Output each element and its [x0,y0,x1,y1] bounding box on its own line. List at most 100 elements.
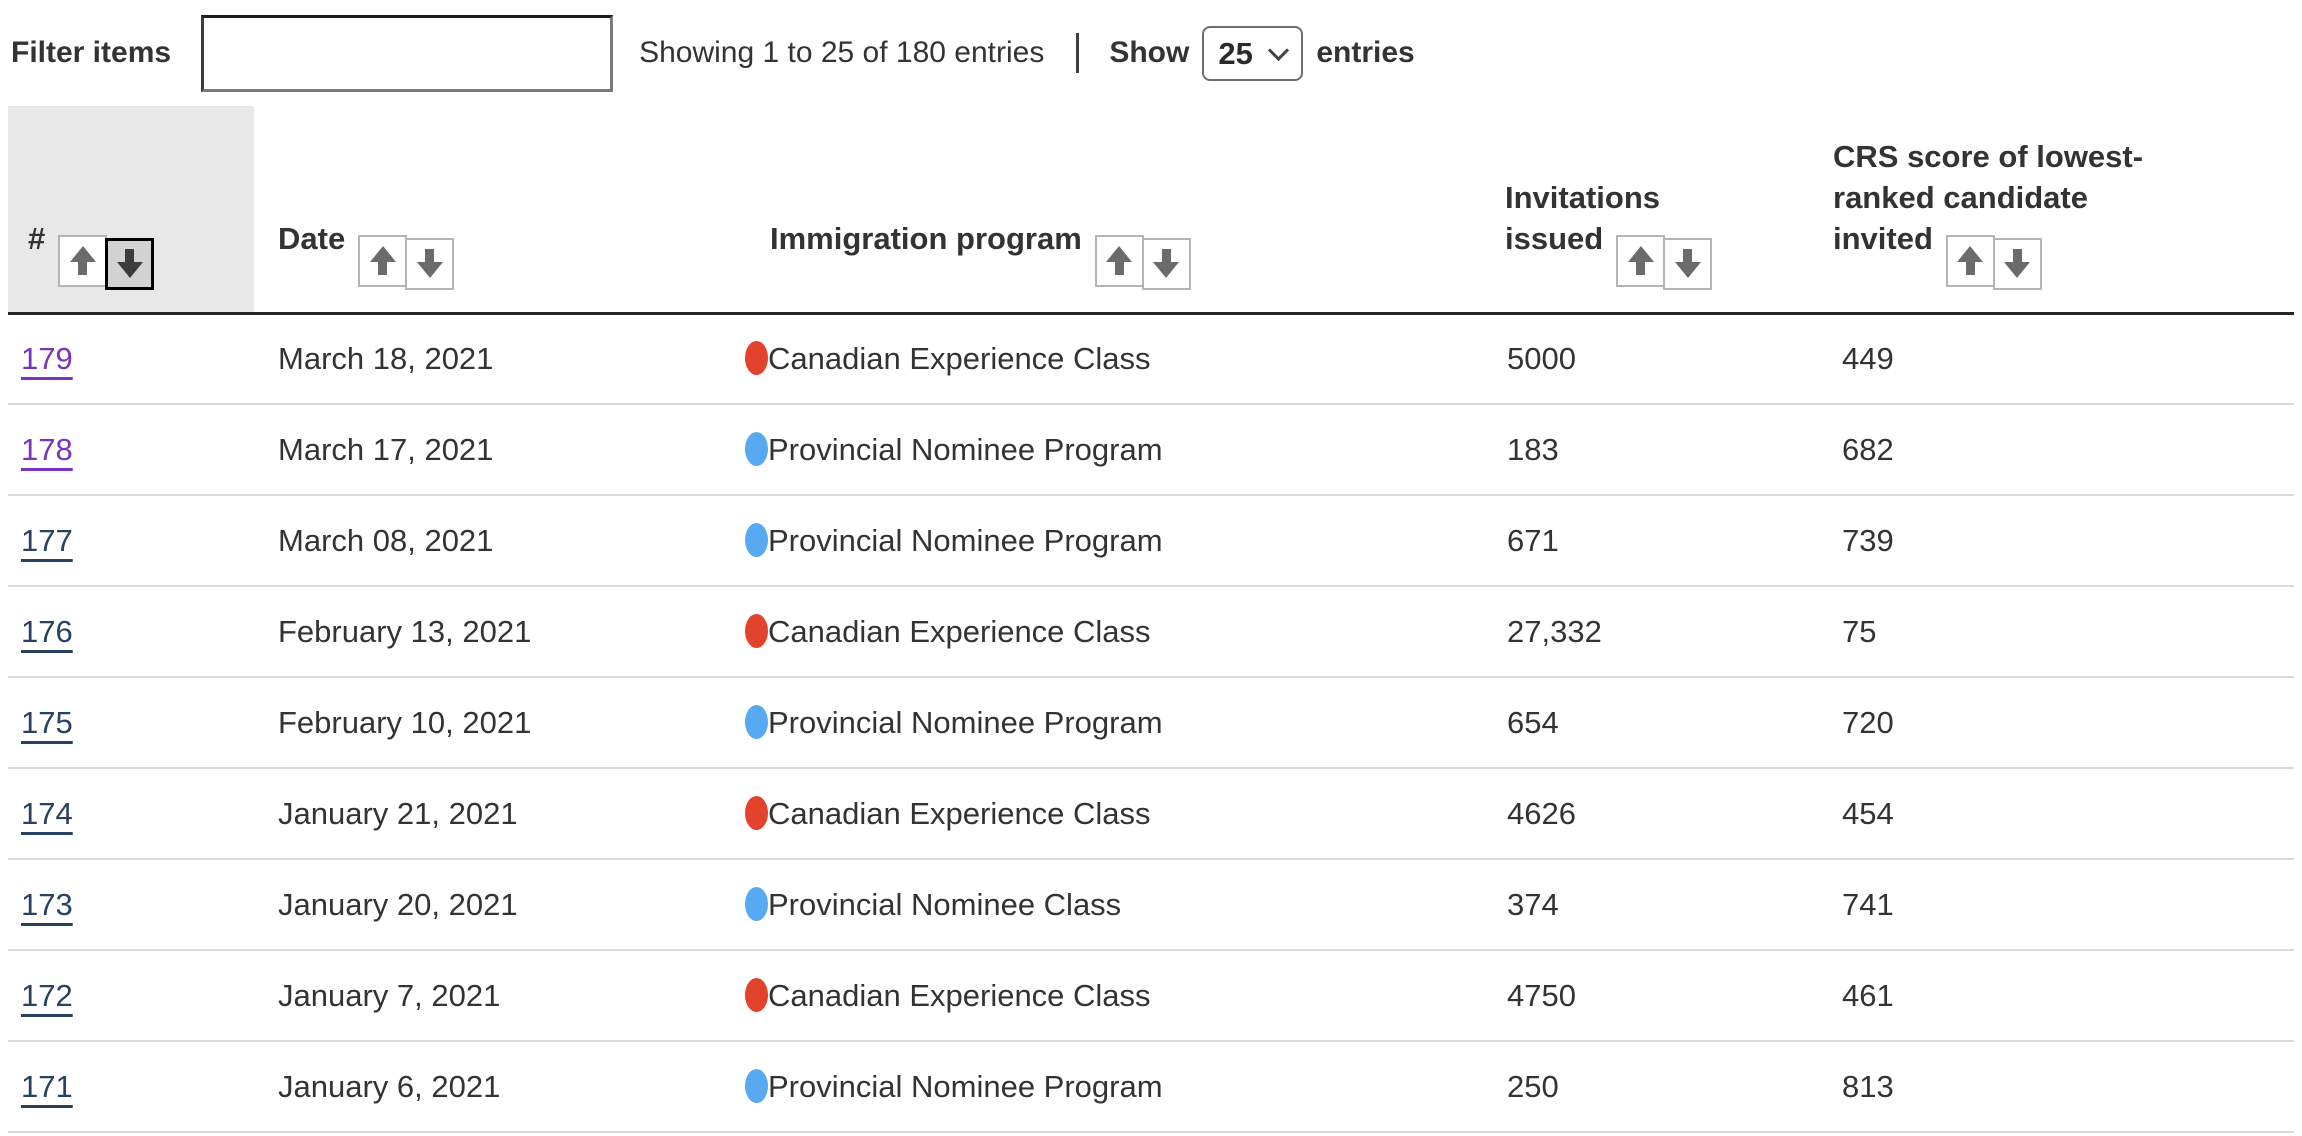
round-number-link[interactable]: 177 [21,522,73,558]
program-color-dot-icon [745,1068,768,1103]
down-arrow-icon [1153,249,1180,278]
round-number-link[interactable]: 175 [21,704,73,740]
date-cell: March 18, 2021 [254,313,726,405]
date-cell: March 17, 2021 [254,404,726,496]
page-size-select[interactable]: 25 [1202,25,1304,81]
column-header-date: Date [254,106,726,315]
round-number-cell: 177 [8,495,254,587]
round-number-link[interactable]: 176 [21,613,73,649]
program-cell: Canadian Experience Class [726,768,1485,860]
sort-desc-button[interactable] [1992,237,2042,290]
invitations-issued-cell: 4750 [1485,950,1823,1042]
invitations-issued-cell: 654 [1485,677,1823,769]
date-cell: February 13, 2021 [254,586,726,678]
sort-buttons [58,221,155,290]
toolbar-divider [1076,33,1080,73]
sort-buttons [1094,221,1191,290]
round-number-cell: 179 [8,313,254,405]
program-name: Provincial Nominee Program [768,1068,1163,1104]
table-toolbar: Filter items Showing 1 to 25 of 180 entr… [0,0,2302,106]
down-arrow-icon [416,249,443,278]
program-color-dot-icon [745,341,768,376]
crs-score-cell: 741 [1823,859,2294,951]
sort-buttons [1616,221,1713,290]
invitations-issued-cell: 27,332 [1485,586,1823,678]
sort-desc-button[interactable] [1663,237,1713,290]
round-number-link[interactable]: 172 [21,977,73,1013]
program-color-dot-icon [745,704,768,739]
round-number-link[interactable]: 174 [21,795,73,831]
round-number-cell: 172 [8,950,254,1042]
program-cell: Canadian Experience Class [726,313,1485,405]
table-body: 179 March 18, 2021 Canadian Experience Cla… [8,313,2294,1133]
sort-asc-button[interactable] [1094,234,1144,287]
program-name: Canadian Experience Class [768,977,1151,1013]
table-row: 176 February 13, 2021 Canadian Experience … [8,586,2294,678]
table-row: 174 January 21, 2021 Canadian Experience C… [8,768,2294,860]
invitations-issued-cell: 183 [1485,404,1823,496]
program-cell: Provincial Nominee Program [726,495,1485,587]
up-arrow-icon [1627,246,1654,275]
column-header-number: # [8,106,254,315]
sort-desc-button[interactable] [1141,237,1191,290]
filter-input[interactable] [201,14,614,92]
up-arrow-icon [1957,246,1984,275]
invitations-issued-cell: 250 [1485,1041,1823,1133]
column-label: invited [1833,221,1933,256]
program-cell: Canadian Experience Class [726,950,1485,1042]
down-arrow-icon [1674,249,1701,278]
table-row: 171 January 6, 2021 Provincial Nominee Pro… [8,1041,2294,1133]
crs-score-cell: 682 [1823,404,2294,496]
table-row: 172 January 7, 2021 Canadian Experience Cl… [8,950,2294,1042]
crs-score-cell: 461 [1823,950,2294,1042]
page-size-select-wrap: 25 [1202,25,1304,81]
table-row: 179 March 18, 2021 Canadian Experience Cla… [8,313,2294,405]
column-header-immigration-program: Immigration program [726,106,1485,315]
program-cell: Provincial Nominee Program [726,677,1485,769]
crs-score-cell: 813 [1823,1041,2294,1133]
sort-asc-button[interactable] [358,234,408,287]
sort-buttons [358,221,455,290]
invitations-issued-cell: 4626 [1485,768,1823,860]
sort-desc-button[interactable] [405,237,455,290]
sort-buttons [1945,221,2042,290]
program-name: Provincial Nominee Program [768,704,1163,740]
program-name: Canadian Experience Class [768,340,1151,376]
up-arrow-icon [69,246,96,275]
round-number-link[interactable]: 179 [21,340,73,376]
sort-desc-button[interactable] [105,237,155,290]
down-arrow-icon [2004,249,2031,278]
round-number-cell: 173 [8,859,254,951]
program-color-dot-icon [745,795,768,830]
invitations-issued-cell: 5000 [1485,313,1823,405]
round-number-cell: 176 [8,586,254,678]
round-number-cell: 175 [8,677,254,769]
show-label: Show [1109,36,1190,69]
crs-score-cell: 75 [1823,586,2294,678]
column-label: # [28,221,46,256]
date-cell: January 20, 2021 [254,859,726,951]
round-number-link[interactable]: 171 [21,1068,73,1104]
up-arrow-icon [1106,246,1133,275]
filter-items-label: Filter items [11,36,172,69]
invitations-issued-cell: 671 [1485,495,1823,587]
down-arrow-icon [116,249,143,278]
round-number-link[interactable]: 173 [21,886,73,922]
round-number-link[interactable]: 178 [21,431,73,467]
program-cell: Provincial Nominee Program [726,404,1485,496]
sort-asc-button[interactable] [1945,234,1995,287]
program-name: Provincial Nominee Program [768,522,1163,558]
program-name: Provincial Nominee Class [768,886,1122,922]
rounds-table: # Date Immigration program Invitations i… [8,106,2294,1133]
crs-score-cell: 739 [1823,495,2294,587]
program-name: Canadian Experience Class [768,795,1151,831]
date-cell: March 08, 2021 [254,495,726,587]
sort-asc-button[interactable] [58,234,108,287]
sort-asc-button[interactable] [1616,234,1666,287]
showing-entries-status: Showing 1 to 25 of 180 entries [639,36,1045,69]
column-header-invitations-issued: Invitations issued [1485,106,1823,315]
crs-score-cell: 449 [1823,313,2294,405]
invitations-issued-cell: 374 [1485,859,1823,951]
column-label: Date [278,221,346,256]
program-cell: Canadian Experience Class [726,586,1485,678]
